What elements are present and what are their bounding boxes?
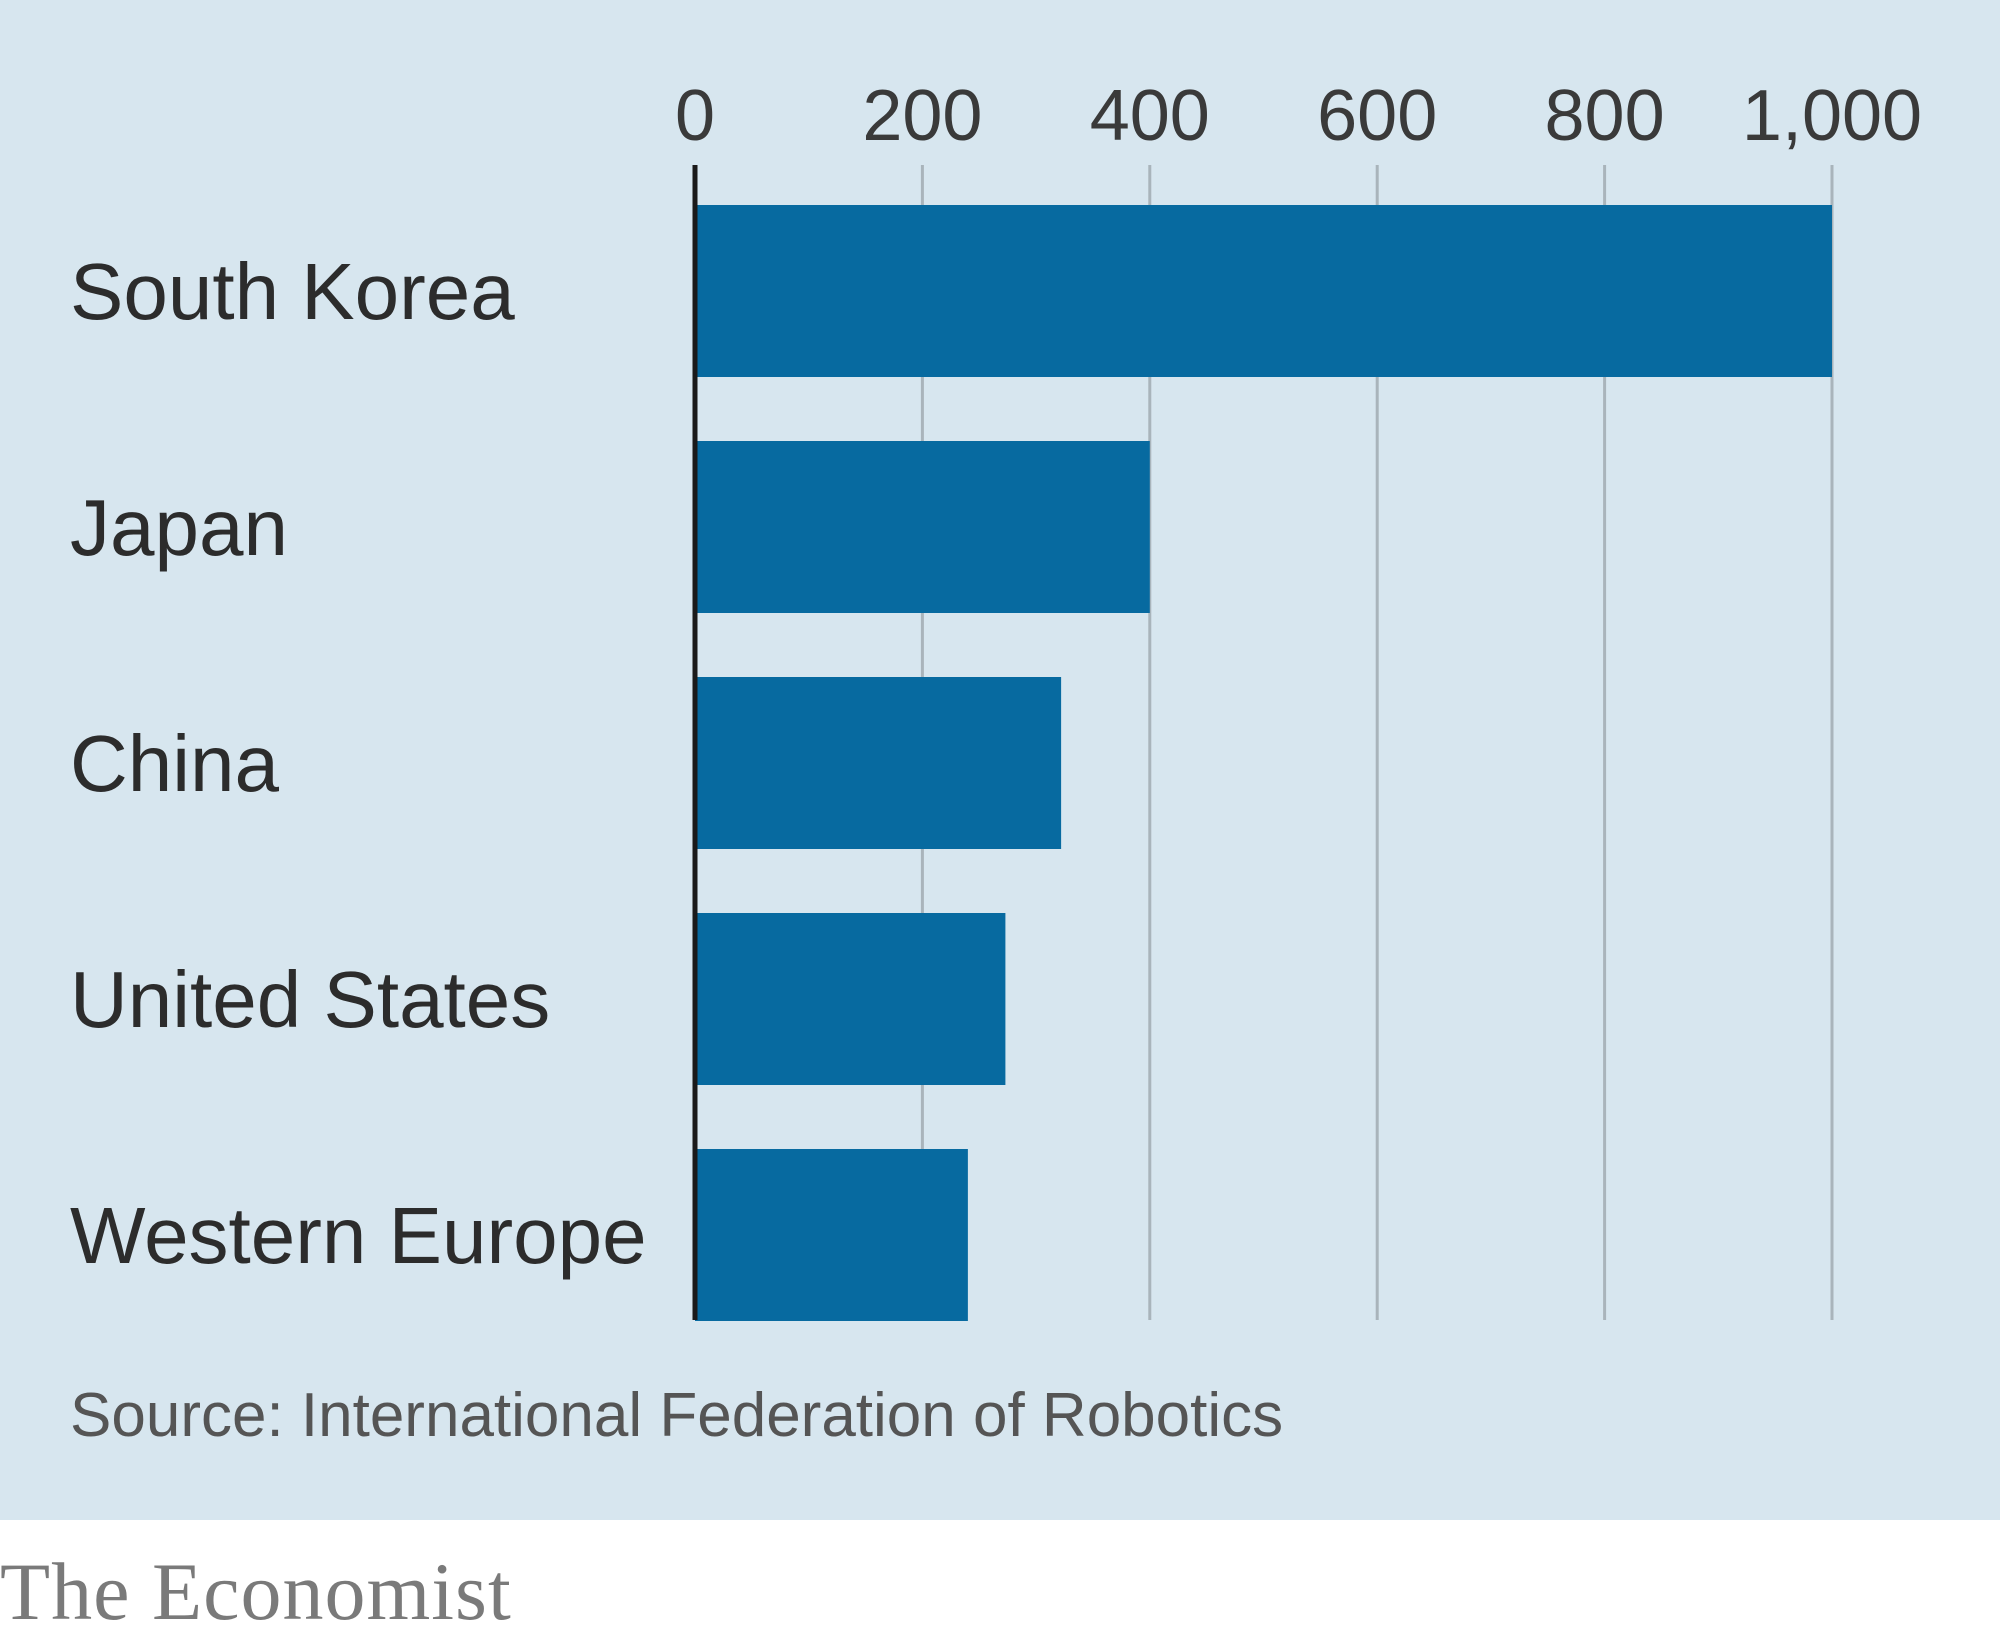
x-tick-label-400: 400	[1090, 76, 1210, 156]
bar-south-korea	[695, 205, 1832, 377]
bar-china	[695, 677, 1062, 849]
category-label-western-europe: Western Europe	[70, 1191, 647, 1280]
x-tick-label-600: 600	[1317, 76, 1437, 156]
bar-western-europe	[695, 1149, 968, 1321]
bar-japan	[695, 441, 1150, 613]
category-label-south-korea: South Korea	[70, 247, 515, 336]
bar-united-states	[695, 913, 1006, 1085]
source-note: Source: International Federation of Robo…	[70, 1381, 1284, 1450]
chart-panel: 0 200 400 600 800 1,000 South Korea Japan China U…	[0, 0, 2000, 1520]
x-tick-label-200: 200	[862, 76, 982, 156]
brand-logo: The Economist	[0, 1546, 512, 1637]
x-tick-label-800: 800	[1545, 76, 1665, 156]
category-label-china: China	[70, 719, 280, 808]
x-tick-label-1000: 1,000	[1742, 76, 1922, 156]
category-label-japan: Japan	[70, 483, 288, 572]
category-label-united-states: United States	[70, 955, 550, 1044]
x-tick-label-0: 0	[675, 76, 715, 156]
bar-chart: 0 200 400 600 800 1,000 South Korea Japan China U…	[70, 76, 1922, 1321]
